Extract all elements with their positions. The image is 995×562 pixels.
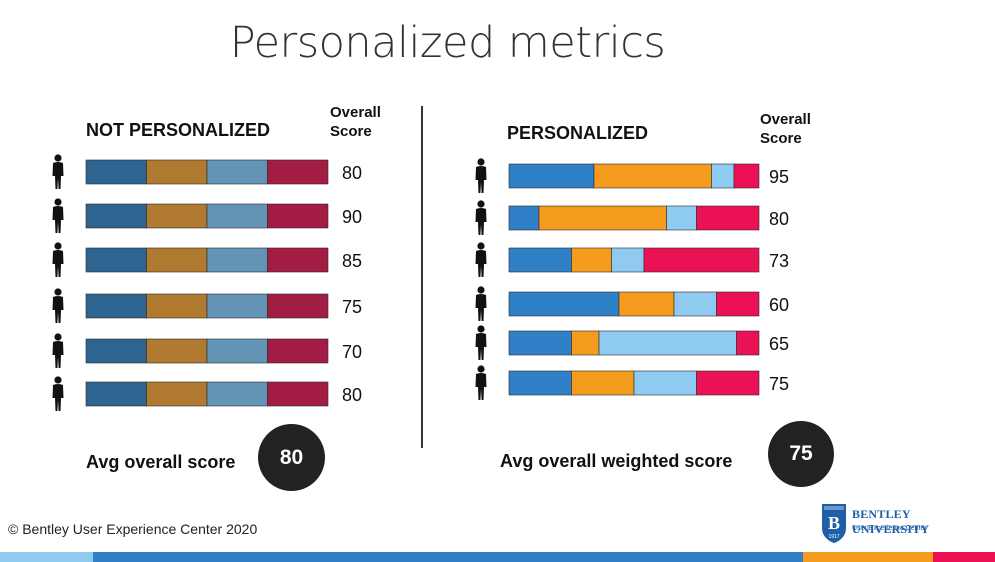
- bar-segment: [598, 330, 737, 356]
- logo-subtitle: User Experience Center: [852, 525, 927, 532]
- person-icon: [52, 242, 64, 277]
- score-label: 95: [769, 167, 789, 187]
- person-icon: [52, 198, 64, 233]
- bar-segment: [267, 203, 329, 229]
- bar-segment: [206, 159, 268, 185]
- person-icon: [52, 376, 64, 411]
- bar-segment: [85, 338, 147, 364]
- bottom-bar-segment: [0, 552, 93, 562]
- bottom-bar-segment: [803, 552, 933, 562]
- panel-divider: [421, 106, 423, 448]
- logo-mark: B: [828, 513, 840, 533]
- bar-segment: [673, 291, 717, 317]
- bottom-bar-segment: [93, 552, 803, 562]
- person-icon: [475, 286, 487, 321]
- bar-segment: [696, 370, 760, 396]
- person-icon: [475, 200, 487, 235]
- logo-name: BENTLEY UNIVERSITY: [852, 507, 930, 536]
- bar-segment: [267, 159, 329, 185]
- bar-segment: [666, 205, 697, 231]
- score-label: 80: [342, 385, 362, 405]
- shield-icon: B 1917: [822, 504, 846, 543]
- bar-segment: [206, 338, 268, 364]
- person-icon: [475, 365, 487, 400]
- bar-segment: [593, 163, 712, 189]
- right-avg-label: Avg overall weighted score: [500, 451, 733, 471]
- person-icon: [52, 154, 64, 189]
- footer-copyright: © Bentley User Experience Center 2020: [8, 521, 258, 537]
- bar-segment: [508, 370, 572, 396]
- bentley-logo: B 1917 BENTLEY UNIVERSITY User Experienc…: [820, 502, 980, 544]
- bar-segment: [146, 247, 208, 273]
- bar-segment: [267, 381, 329, 407]
- bar-segment: [571, 247, 612, 273]
- bar-segment: [146, 203, 208, 229]
- bar-segment: [267, 338, 329, 364]
- right-score-header: Overall Score: [760, 111, 811, 147]
- bar-segment: [711, 163, 735, 189]
- bar-segment: [508, 330, 572, 356]
- person-icon: [475, 242, 487, 277]
- score-label: 75: [769, 374, 789, 394]
- bar-segment: [146, 338, 208, 364]
- score-label: 80: [769, 209, 789, 229]
- bar-segment: [146, 381, 208, 407]
- left-avg-score-circle: 80: [258, 424, 325, 491]
- score-label: 65: [769, 334, 789, 354]
- left-avg-value: 80: [279, 445, 304, 469]
- bottom-color-bar: [0, 552, 995, 562]
- bar-segment: [146, 293, 208, 319]
- score-label: 60: [769, 295, 789, 315]
- bar-segment: [85, 203, 147, 229]
- bar-segment: [571, 370, 635, 396]
- bar-segment: [538, 205, 667, 231]
- bar-segment: [206, 203, 268, 229]
- score-label: 90: [342, 207, 362, 227]
- bar-segment: [206, 247, 268, 273]
- score-label: 80: [342, 163, 362, 183]
- bar-segment: [733, 163, 760, 189]
- score-label: 70: [342, 342, 362, 362]
- logo-year: 1917: [828, 534, 839, 540]
- bar-segment: [85, 381, 147, 407]
- bar-segment: [146, 159, 208, 185]
- score-label: 73: [769, 251, 789, 271]
- bar-segment: [736, 330, 760, 356]
- bar-segment: [618, 291, 675, 317]
- bar-segment: [633, 370, 697, 396]
- bar-segment: [611, 247, 645, 273]
- left-panel-heading: NOT PERSONALIZED: [86, 120, 271, 140]
- person-icon: [475, 158, 487, 193]
- bar-segment: [206, 293, 268, 319]
- person-icon: [52, 333, 64, 368]
- bar-segment: [508, 291, 620, 317]
- bar-segment: [267, 293, 329, 319]
- bar-segment: [85, 159, 147, 185]
- right-panel-heading: PERSONALIZED: [507, 123, 649, 143]
- bar-segment: [85, 247, 147, 273]
- bar-segment: [571, 330, 600, 356]
- left-avg-label: Avg overall score: [86, 452, 236, 472]
- score-label: 75: [342, 297, 362, 317]
- bar-segment: [696, 205, 760, 231]
- person-icon: [52, 288, 64, 323]
- bar-segment: [85, 293, 147, 319]
- left-score-header: Overall Score: [330, 104, 381, 140]
- bar-segment: [643, 247, 760, 273]
- right-avg-value: 75: [789, 442, 813, 465]
- bar-segment: [267, 247, 329, 273]
- page-title: Personalized metrics: [229, 18, 666, 68]
- right-avg-score-circle: 75: [768, 421, 834, 487]
- bottom-bar-segment: [933, 552, 995, 562]
- bar-segment: [716, 291, 760, 317]
- score-label: 85: [342, 251, 362, 271]
- bar-segment: [206, 381, 268, 407]
- bar-segment: [508, 163, 595, 189]
- bar-segment: [508, 205, 540, 231]
- bar-segment: [508, 247, 572, 273]
- person-icon: [475, 325, 487, 360]
